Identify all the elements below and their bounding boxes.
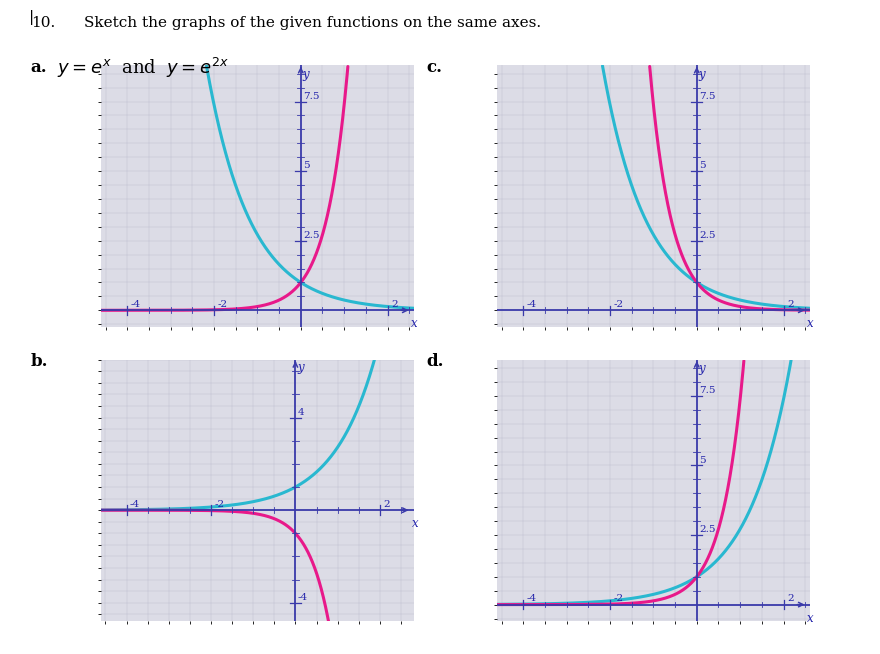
- Text: c.: c.: [427, 59, 443, 76]
- Text: 2.5: 2.5: [699, 231, 715, 240]
- Text: Sketch the graphs of the given functions on the same axes.: Sketch the graphs of the given functions…: [84, 16, 540, 30]
- Text: y: y: [297, 361, 304, 374]
- Text: 7.5: 7.5: [699, 386, 715, 395]
- Text: y: y: [699, 362, 705, 375]
- Text: d.: d.: [427, 353, 444, 370]
- Text: 2: 2: [787, 300, 794, 309]
- Text: 5: 5: [699, 456, 706, 464]
- Text: $y = e^x$  and  $y = e^{2x}$: $y = e^x$ and $y = e^{2x}$: [57, 56, 229, 80]
- Text: -2: -2: [613, 594, 624, 603]
- Text: 10.: 10.: [31, 16, 55, 30]
- Text: x: x: [412, 517, 418, 530]
- Text: 7.5: 7.5: [699, 92, 715, 101]
- Text: x: x: [808, 611, 814, 625]
- Text: 7.5: 7.5: [303, 92, 319, 101]
- Text: -4: -4: [130, 500, 140, 509]
- Text: x: x: [412, 317, 418, 330]
- Text: -2: -2: [215, 500, 224, 509]
- Text: 2.5: 2.5: [303, 231, 319, 240]
- Text: 2.5: 2.5: [699, 525, 715, 534]
- Text: y: y: [699, 68, 705, 81]
- Text: -2: -2: [217, 300, 228, 309]
- Text: |: |: [29, 10, 34, 25]
- Text: -4: -4: [131, 300, 141, 309]
- Text: -4: -4: [297, 593, 308, 602]
- Text: 2: 2: [787, 594, 794, 603]
- Text: 5: 5: [699, 162, 706, 170]
- Text: a.: a.: [31, 59, 48, 76]
- Text: y: y: [303, 68, 309, 81]
- Text: 5: 5: [303, 162, 310, 170]
- Text: b.: b.: [31, 353, 48, 370]
- Text: x: x: [808, 317, 814, 330]
- Text: 2: 2: [383, 500, 390, 509]
- Text: -4: -4: [527, 594, 537, 603]
- Text: 4: 4: [297, 407, 304, 417]
- Text: -2: -2: [613, 300, 624, 309]
- Text: 2: 2: [391, 300, 398, 309]
- Text: -4: -4: [527, 300, 537, 309]
